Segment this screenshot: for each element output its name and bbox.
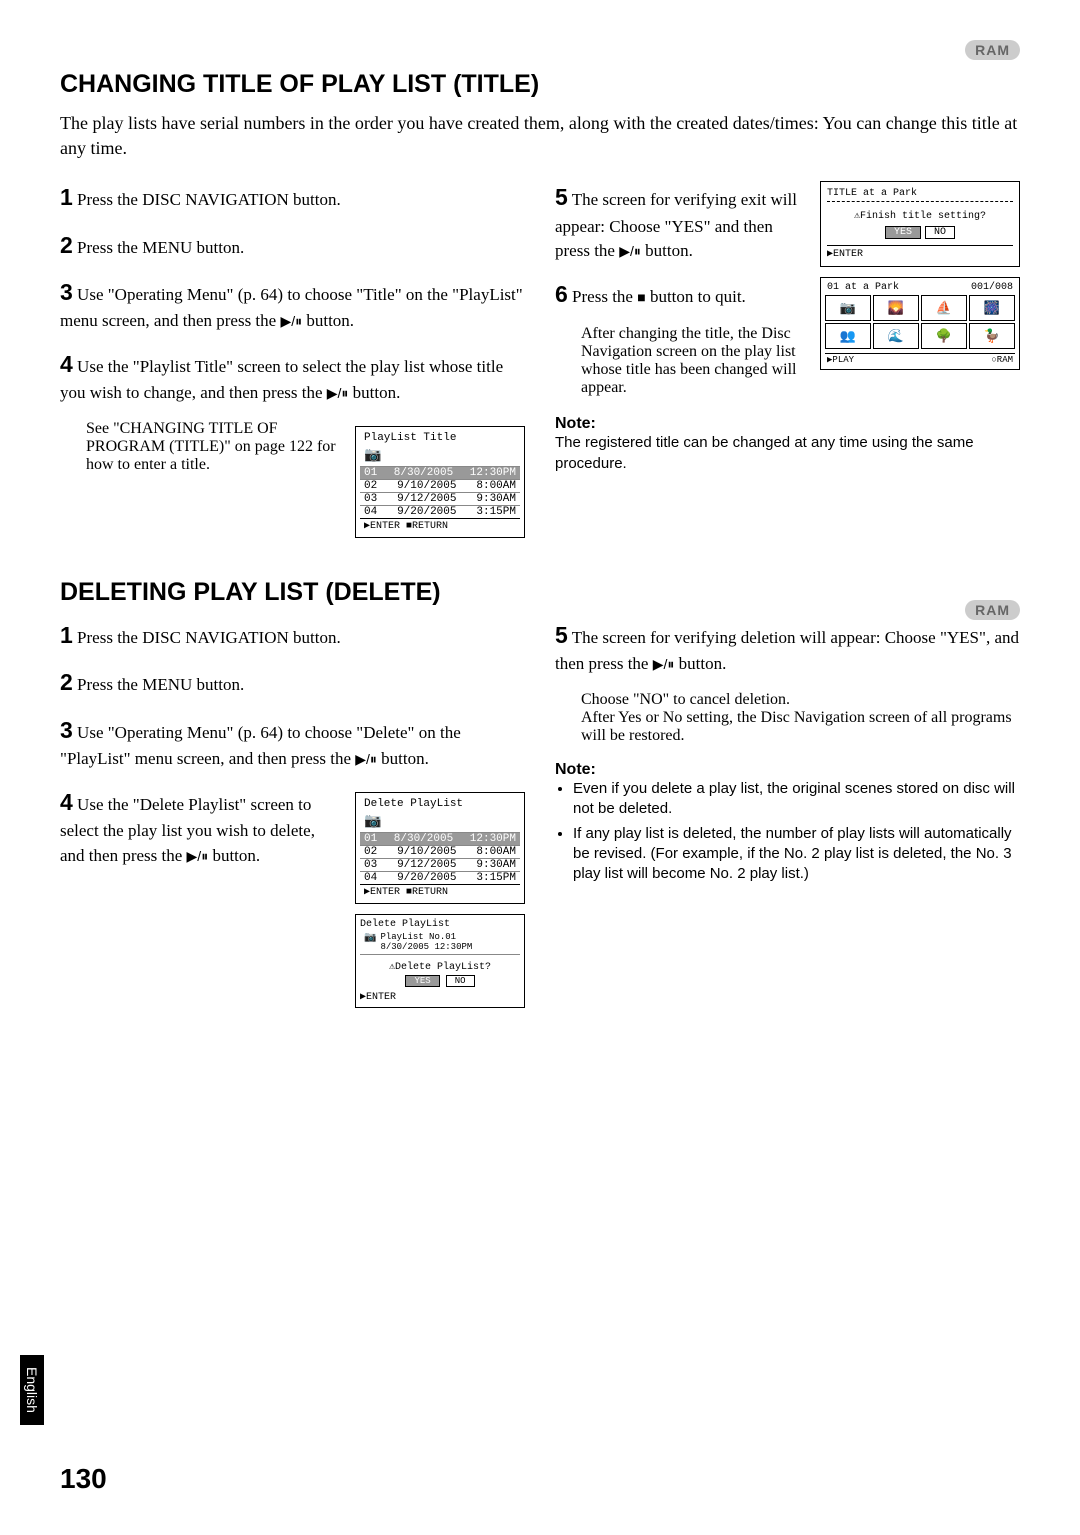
note-item: Even if you delete a play list, the orig…: [573, 779, 1020, 820]
screen-row: 029/10/20058:00AM: [360, 479, 520, 492]
step-text: Press the: [572, 287, 637, 306]
sec1-step1: 1 Press the DISC NAVIGATION button.: [60, 181, 525, 214]
step-text: Press the DISC NAVIGATION button.: [77, 628, 341, 647]
play-pause-icon: [327, 383, 349, 402]
play-pause-icon: [653, 654, 675, 673]
playlist-title-screen: PlayList Title 📷 018/30/200512:30PM 029/…: [355, 426, 525, 538]
sec2-step4: 4 Use the "Delete Playlist" screen to se…: [60, 786, 343, 869]
delete-confirm-screen: Delete PlayList 📷 PlayList No.018/30/200…: [355, 914, 525, 1008]
screen-row-selected: 018/30/200512:30PM: [360, 466, 520, 479]
yes-button: YES: [885, 226, 921, 239]
step-text: Press the MENU button.: [77, 238, 244, 257]
thumb: 🌊: [873, 323, 919, 349]
screen-header: PlayList Title: [360, 431, 520, 445]
ram-label: ○RAM: [991, 355, 1013, 365]
camera-icon: 📷: [364, 932, 376, 952]
note-heading: Note:: [555, 761, 1020, 779]
play-pause-icon: [280, 311, 302, 330]
step-text: button to quit.: [646, 287, 746, 306]
note-text: The registered title can be changed at a…: [555, 433, 1020, 474]
yes-button: YES: [405, 975, 439, 987]
screen-row: 039/12/20059:30AM: [360, 492, 520, 505]
play-pause-icon: [187, 846, 209, 865]
confirm-header: Delete PlayList: [360, 919, 520, 930]
thumb: 👥: [825, 323, 871, 349]
language-tab: English: [20, 1355, 44, 1425]
step-text: Press the MENU button.: [77, 675, 244, 694]
sec1-step2: 2 Press the MENU button.: [60, 229, 525, 262]
confirm-footer: ▶ENTER: [827, 245, 1013, 260]
section2-title: DELETING PLAY LIST (DELETE): [60, 578, 1020, 607]
screen-footer: ▶ENTER ■RETURN: [360, 518, 520, 533]
sec2-step2: 2 Press the MENU button.: [60, 666, 525, 699]
note-item: If any play list is deleted, the number …: [573, 824, 1020, 885]
confirm-title: TITLE at a Park: [827, 188, 1013, 202]
screen-header: Delete PlayList: [360, 797, 520, 811]
sec1-step4: 4 Use the "Playlist Title" screen to sel…: [60, 348, 525, 406]
confirm-line1: PlayList No.01: [380, 932, 472, 942]
ram-badge: RAM: [965, 40, 1020, 60]
note-heading: Note:: [555, 415, 1020, 433]
confirm-footer: ▶ENTER: [360, 991, 520, 1003]
confirm-msg: ⚠Finish title setting?: [827, 210, 1013, 222]
sec1-step5: 5 The screen for verifying exit will app…: [555, 181, 808, 264]
sec2-step5: 5 The screen for verifying deletion will…: [555, 619, 1020, 677]
play-pause-icon: [619, 241, 641, 260]
screen-row: 029/10/20058:00AM: [360, 845, 520, 858]
step-text: The screen for verifying deletion will a…: [555, 628, 1019, 673]
sec1-step6: 6 Press the button to quit.: [555, 278, 808, 311]
ram-badge: RAM: [965, 600, 1020, 620]
play-pause-icon: [355, 749, 377, 768]
delete-playlist-screen: Delete PlayList 📷 018/30/200512:30PM 029…: [355, 792, 525, 904]
screen-row: 049/20/20053:15PM: [360, 505, 520, 518]
screen-icon-row: 📷: [360, 811, 520, 832]
page-number: 130: [60, 1463, 107, 1495]
screen-row: 049/20/20053:15PM: [360, 871, 520, 884]
section1-intro: The play lists have serial numbers in th…: [60, 111, 1020, 161]
step-text: button.: [641, 241, 693, 260]
no-button: NO: [925, 226, 955, 239]
thumb: 🌄: [873, 295, 919, 321]
thumb: 🎆: [969, 295, 1015, 321]
step-text: button.: [208, 846, 260, 865]
play-label: ▶PLAY: [827, 355, 854, 365]
thumb-counter: 001/008: [971, 282, 1013, 293]
confirm-msg: ⚠Delete PlayList?: [360, 961, 520, 973]
thumb: 📷: [825, 295, 871, 321]
screen-footer: ▶ENTER ■RETURN: [360, 884, 520, 899]
sec2-step5-extra: Choose "NO" to cancel deletion. After Ye…: [555, 691, 1020, 745]
step-text: button.: [377, 749, 429, 768]
confirm-line2: 8/30/2005 12:30PM: [380, 942, 472, 952]
step-text: button.: [302, 311, 354, 330]
sec1-step4-extra: See "CHANGING TITLE OF PROGRAM (TITLE)" …: [60, 420, 343, 474]
thumb: 🌳: [921, 323, 967, 349]
thumb: ⛵: [921, 295, 967, 321]
step-text: Use the "Playlist Title" screen to selec…: [60, 357, 503, 402]
thumb: 🦆: [969, 323, 1015, 349]
sec2-step1: 1 Press the DISC NAVIGATION button.: [60, 619, 525, 652]
sec1-step3: 3 Use "Operating Menu" (p. 64) to choose…: [60, 276, 525, 334]
no-button: NO: [446, 975, 475, 987]
screen-row-selected: 018/30/200512:30PM: [360, 832, 520, 845]
thumb-header: 01 at a Park: [827, 282, 899, 293]
step-text: button.: [348, 383, 400, 402]
confirm-title-screen: TITLE at a Park ⚠Finish title setting? Y…: [820, 181, 1020, 267]
step-text: button.: [674, 654, 726, 673]
screen-row: 039/12/20059:30AM: [360, 858, 520, 871]
disc-nav-screen: 01 at a Park 001/008 📷🌄⛵🎆 👥🌊🌳🦆 ▶PLAY ○RAM: [820, 277, 1020, 370]
screen-icon-row: 📷: [360, 445, 520, 466]
sec2-step3: 3 Use "Operating Menu" (p. 64) to choose…: [60, 714, 525, 772]
section1-title: CHANGING TITLE OF PLAY LIST (TITLE): [60, 70, 1020, 99]
stop-icon: [637, 287, 645, 306]
sec1-step6-extra: After changing the title, the Disc Navig…: [555, 325, 808, 397]
step-text: Press the DISC NAVIGATION button.: [77, 190, 341, 209]
